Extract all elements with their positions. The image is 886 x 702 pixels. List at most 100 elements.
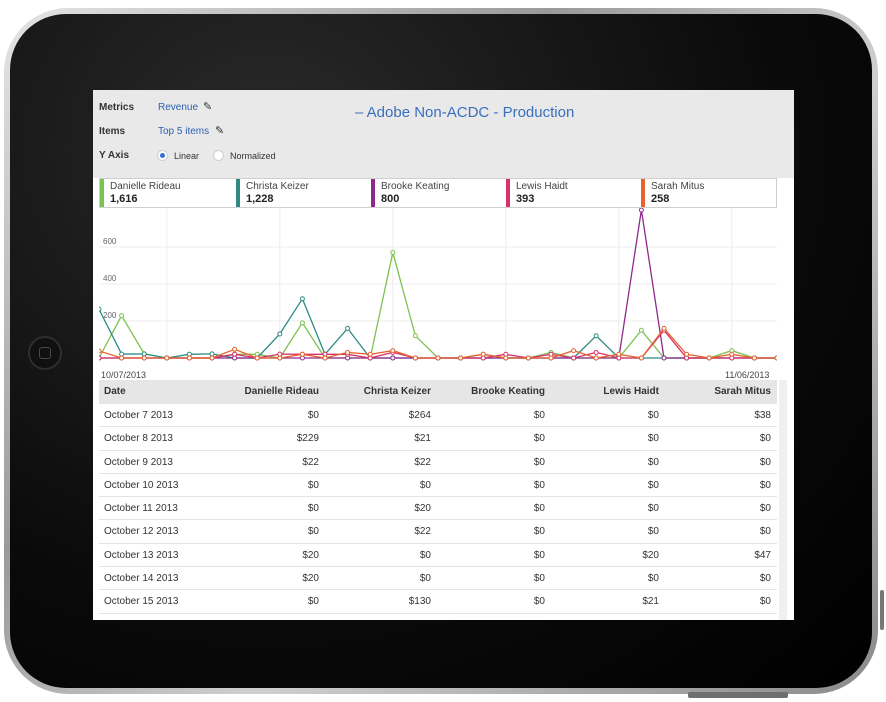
date-cell: October 12 2013 <box>104 526 179 538</box>
value-cell: $21 <box>642 596 659 608</box>
value-cell: $0 <box>647 433 659 445</box>
metrics-selector[interactable]: Revenue <box>158 102 199 113</box>
data-point[interactable] <box>390 250 396 256</box>
data-point[interactable] <box>638 208 644 213</box>
data-point[interactable] <box>593 333 599 339</box>
y-tick-label: 400 <box>103 274 117 283</box>
revenue-line-chart[interactable]: 200 400 600 <box>99 208 777 370</box>
data-point[interactable] <box>412 355 418 361</box>
pencil-icon[interactable]: ✎ <box>215 125 225 137</box>
data-point[interactable] <box>616 351 622 357</box>
value-cell: $0 <box>419 573 431 585</box>
data-point[interactable] <box>751 355 757 361</box>
items-selector[interactable]: Top 5 items <box>158 126 210 137</box>
data-point[interactable] <box>299 320 305 326</box>
value-cell: $0 <box>307 596 319 608</box>
data-point[interactable] <box>299 351 305 357</box>
data-point[interactable] <box>480 351 486 357</box>
column-header[interactable]: Lewis Haidt <box>603 386 659 397</box>
column-header[interactable]: Danielle Rideau <box>244 386 319 397</box>
column-header[interactable]: Brooke Keating <box>471 386 545 397</box>
data-point[interactable] <box>99 355 102 361</box>
data-point[interactable] <box>299 296 305 302</box>
value-cell: $0 <box>533 573 545 585</box>
legend-item[interactable]: Brooke Keating 800 <box>371 179 506 207</box>
report-controls: Metrics Revenue ✎ Items Top 5 items ✎ Y … <box>93 90 794 178</box>
report-suite-title[interactable]: – Adobe Non-ACDC - Production <box>355 104 575 121</box>
data-point[interactable] <box>119 313 125 319</box>
data-point[interactable] <box>141 355 147 361</box>
data-point[interactable] <box>119 355 125 361</box>
value-cell: $0 <box>307 526 319 538</box>
column-header[interactable]: Sarah Mitus <box>714 386 771 397</box>
data-point[interactable] <box>684 351 690 357</box>
data-point[interactable] <box>503 355 509 361</box>
date-cell: October 7 2013 <box>104 410 173 421</box>
data-point[interactable] <box>209 355 215 361</box>
data-point[interactable] <box>232 346 238 352</box>
data-point[interactable] <box>141 351 147 357</box>
data-point[interactable] <box>593 355 599 361</box>
data-point[interactable] <box>345 325 351 331</box>
value-cell: $38 <box>754 410 771 421</box>
legend-item-value: 1,616 <box>110 193 138 205</box>
data-point[interactable] <box>412 333 418 339</box>
data-point[interactable] <box>254 355 260 361</box>
data-point[interactable] <box>435 355 441 361</box>
data-point[interactable] <box>232 351 238 357</box>
data-point[interactable] <box>322 355 328 361</box>
series-line[interactable] <box>99 297 777 359</box>
data-point[interactable] <box>706 355 712 361</box>
data-point[interactable] <box>638 327 644 333</box>
value-cell: $22 <box>414 526 431 538</box>
y-tick-label: 600 <box>103 237 117 246</box>
legend-item[interactable]: Danielle Rideau 1,616 <box>100 179 236 207</box>
radio-linear[interactable] <box>157 150 168 161</box>
legend-item-value: 800 <box>381 193 400 205</box>
y-tick-label: 200 <box>103 311 117 320</box>
data-point[interactable] <box>99 348 102 354</box>
data-point[interactable] <box>367 351 373 357</box>
column-header-date[interactable]: Date <box>104 386 126 397</box>
data-point[interactable] <box>277 355 283 361</box>
data-point[interactable] <box>186 355 192 361</box>
data-point[interactable] <box>390 355 396 361</box>
value-cell: $0 <box>533 456 545 468</box>
value-cell: $0 <box>759 479 771 491</box>
column-header[interactable]: Christa Keizer <box>363 386 431 397</box>
data-point[interactable] <box>277 331 283 337</box>
radio-normalized[interactable] <box>213 150 224 161</box>
data-point[interactable] <box>571 355 577 361</box>
scrollbar[interactable] <box>779 380 787 620</box>
data-point[interactable] <box>390 348 396 354</box>
table-row: October 8 2013 $229 $21 $0 $0 $0 <box>99 427 777 451</box>
data-point[interactable] <box>548 355 554 361</box>
data-point[interactable] <box>164 355 170 361</box>
data-point[interactable] <box>661 325 667 331</box>
table-row: October 9 2013 $22 $22 $0 $0 $0 <box>99 450 777 474</box>
data-point[interactable] <box>571 348 577 354</box>
data-point[interactable] <box>209 351 215 357</box>
legend-item[interactable]: Sarah Mitus 258 <box>641 179 776 207</box>
data-point[interactable] <box>525 355 531 361</box>
date-cell: October 8 2013 <box>104 433 173 445</box>
data-point[interactable] <box>345 349 351 355</box>
value-cell: $0 <box>307 503 319 515</box>
value-cell: $0 <box>759 526 771 538</box>
data-point[interactable] <box>661 355 667 361</box>
volume-buttons <box>688 692 788 698</box>
legend-item[interactable]: Lewis Haidt 393 <box>506 179 641 207</box>
side-switch <box>880 590 884 630</box>
pencil-icon[interactable]: ✎ <box>203 101 213 113</box>
data-point[interactable] <box>729 351 735 357</box>
value-cell: $0 <box>419 479 431 491</box>
data-point[interactable] <box>638 355 644 361</box>
data-point[interactable] <box>99 306 102 312</box>
data-point[interactable] <box>458 355 464 361</box>
legend-item[interactable]: Christa Keizer 1,228 <box>236 179 371 207</box>
value-cell: $0 <box>307 479 319 491</box>
data-point[interactable] <box>593 349 599 355</box>
home-button[interactable] <box>28 336 62 370</box>
data-point[interactable] <box>774 355 777 361</box>
date-cell: October 9 2013 <box>104 456 173 468</box>
